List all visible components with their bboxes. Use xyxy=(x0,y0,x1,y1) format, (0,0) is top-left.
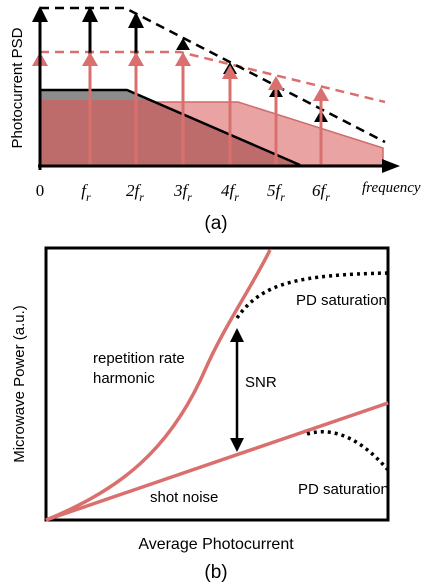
pd-saturation-top-label: PD saturation xyxy=(296,292,387,309)
salmon-dashed-envelope xyxy=(40,50,386,104)
pd-saturation-top-curve xyxy=(235,271,389,319)
tick-label-3fr: 3fr xyxy=(173,181,192,204)
panel-b-frame xyxy=(44,246,390,522)
panel-a: Photocurrent PSD 0 fr 2fr 3fr 4fr 5fr 6f… xyxy=(9,6,421,234)
panel-a-y-axis-label: Photocurrent PSD xyxy=(9,27,26,148)
panel-b-x-axis-label: Average Photocurrent xyxy=(138,536,294,553)
panel-a-x-axis-arrowhead xyxy=(382,159,400,173)
tick-label-6fr: 6fr xyxy=(312,181,330,204)
panel-a-tick-labels: 0 fr 2fr 3fr 4fr 5fr 6fr xyxy=(36,181,331,204)
rep-rate-label-line1: repetition rate xyxy=(93,350,185,367)
shot-noise-label: shot noise xyxy=(150,489,218,506)
psd-gray-band xyxy=(40,90,150,100)
snr-double-arrow xyxy=(230,328,244,452)
panel-b: repetition rate harmonic SNR shot noise … xyxy=(11,246,390,583)
panel-b-caption: (b) xyxy=(204,562,227,583)
tick-label-4fr: 4fr xyxy=(221,181,239,204)
tick-label-2fr: 2fr xyxy=(126,181,144,204)
tick-label-fr: fr xyxy=(81,181,91,204)
pd-saturation-bottom-curve xyxy=(306,430,390,472)
pd-saturation-bottom-label: PD saturation xyxy=(298,481,389,498)
rep-rate-harmonic-curve xyxy=(45,249,272,522)
rep-rate-label-line2: harmonic xyxy=(93,370,155,387)
panel-b-y-axis-label: Microwave Power (a.u.) xyxy=(11,305,28,463)
psd-dark-fill xyxy=(40,100,300,165)
panel-a-x-axis-label: frequency xyxy=(362,180,421,196)
psd-black-line xyxy=(40,88,301,167)
shot-noise-line xyxy=(45,401,389,522)
panel-a-caption: (a) xyxy=(204,213,227,234)
tick-label-5fr: 5fr xyxy=(267,181,285,204)
tick-label-0: 0 xyxy=(36,181,45,200)
snr-label: SNR xyxy=(245,374,277,391)
